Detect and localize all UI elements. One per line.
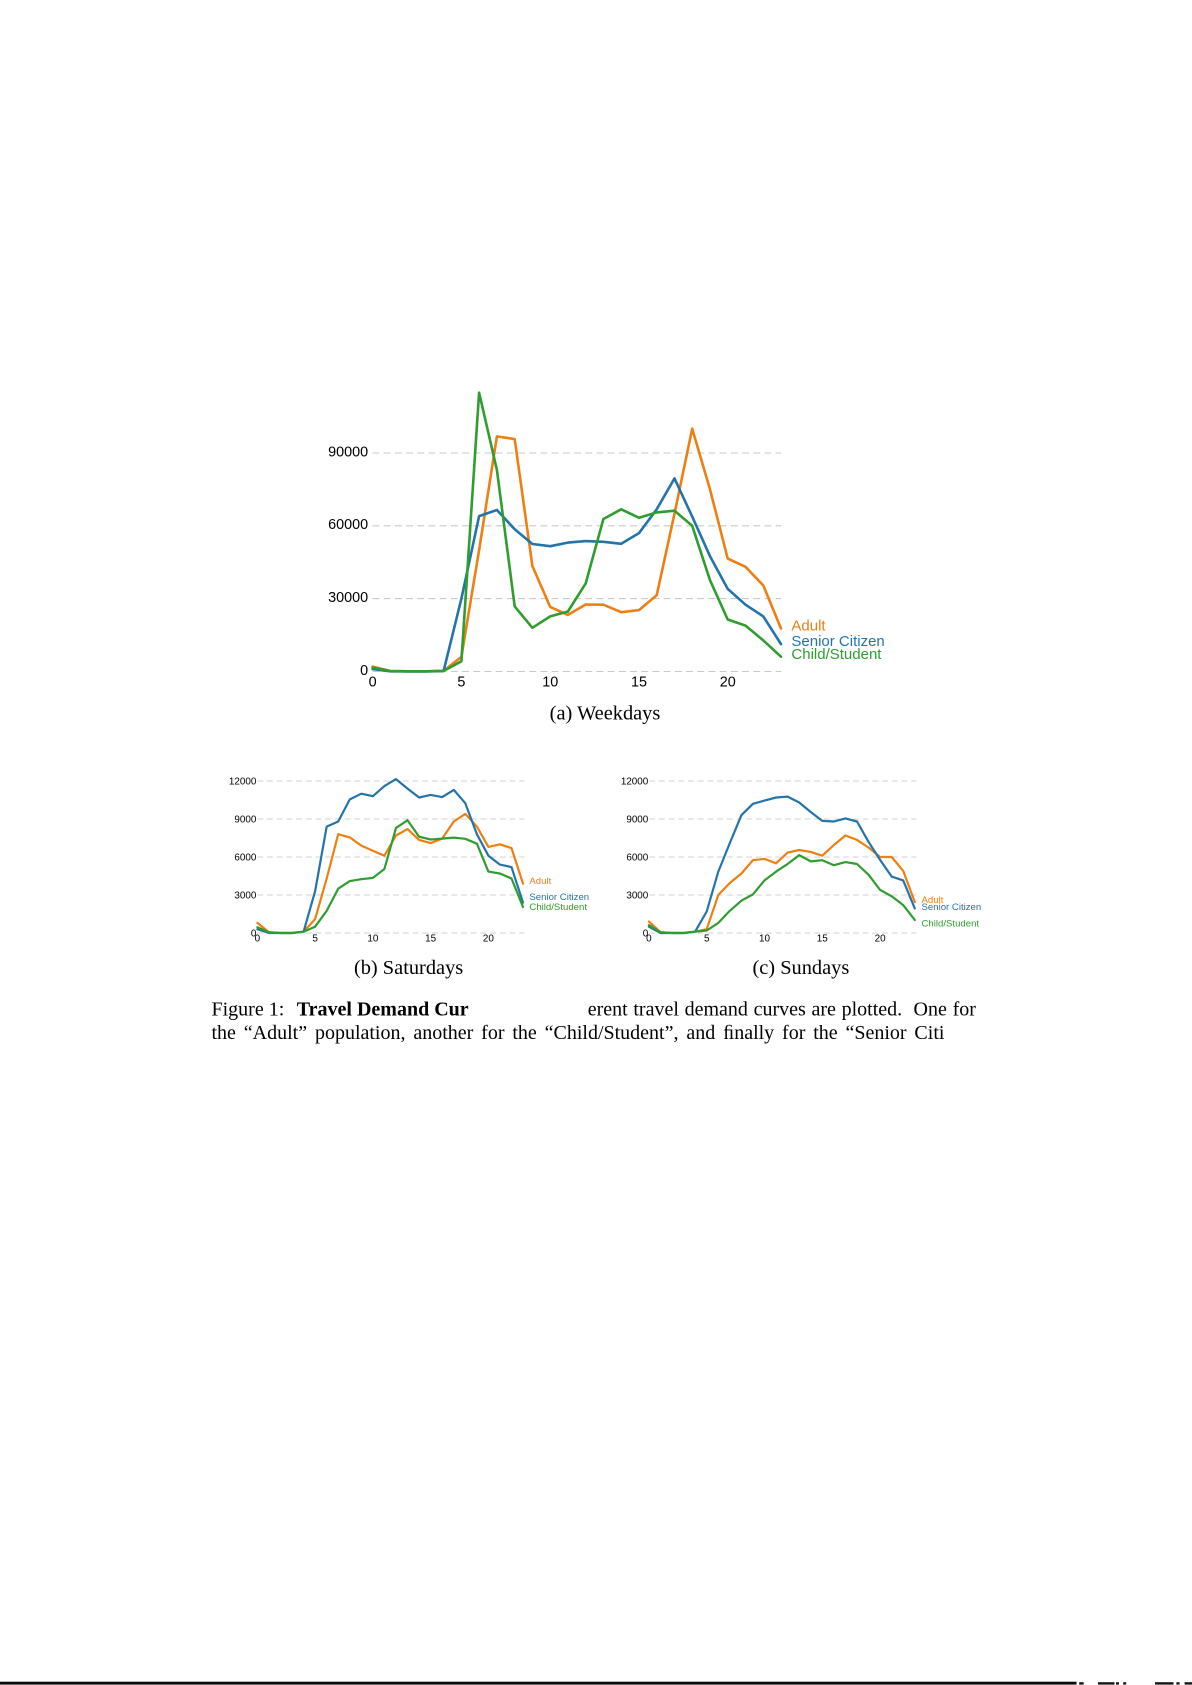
svg-text:0: 0 [251,929,257,940]
svg-text:the “Adult” population, anothe: the “Adult” population, another for the … [212,1022,945,1044]
svg-text:5: 5 [704,934,710,945]
svg-text:30000: 30000 [328,590,368,606]
svg-text:3000: 3000 [626,891,648,902]
svg-text:0: 0 [643,929,649,940]
svg-text:10: 10 [542,675,558,691]
svg-text:20: 20 [483,934,494,945]
svg-text:12000: 12000 [229,777,257,788]
svg-text:9000: 9000 [626,815,648,826]
svg-text:Senior Citizen: Senior Citizen [791,633,884,650]
svg-text:60000: 60000 [328,517,368,533]
svg-text:(b) Saturdays: (b) Saturdays [354,957,463,979]
svg-text:20: 20 [875,934,886,945]
svg-text:6000: 6000 [234,853,256,864]
svg-text:10: 10 [759,934,770,945]
svg-text:15: 15 [817,934,828,945]
svg-text:0: 0 [360,663,368,679]
svg-text:5: 5 [312,934,318,945]
svg-text:0: 0 [369,675,377,691]
svg-text:Travel Demand Cur: Travel Demand Cur [297,999,469,1021]
svg-text:Adult: Adult [529,876,551,887]
svg-text:Figure 1:: Figure 1: [212,999,285,1021]
svg-text:erent travel demand curves are: erent travel demand curves are plotted. … [588,999,977,1021]
svg-text:Child/Student: Child/Student [922,919,980,930]
svg-text:Adult: Adult [922,895,944,906]
svg-text:Senior Citizen: Senior Citizen [529,892,589,903]
svg-text:15: 15 [631,675,647,691]
svg-text:5: 5 [457,675,465,691]
svg-text:0: 0 [646,934,652,945]
svg-text:(a) Weekdays: (a) Weekdays [550,703,661,725]
svg-text:Senior Citizen: Senior Citizen [922,902,982,913]
svg-text:10: 10 [367,934,378,945]
svg-text:3000: 3000 [234,891,256,902]
svg-text:90000: 90000 [328,444,368,460]
svg-text:Child/Student: Child/Student [529,902,587,913]
svg-text:(c) Sundays: (c) Sundays [752,957,849,979]
svg-text:0: 0 [255,934,261,945]
svg-text:9000: 9000 [234,815,256,826]
svg-text:12000: 12000 [621,777,649,788]
svg-text:6000: 6000 [626,853,648,864]
svg-text:15: 15 [425,934,436,945]
svg-text:20: 20 [720,675,736,691]
svg-text:Child/Student: Child/Student [791,646,882,663]
svg-text:Adult: Adult [791,618,826,635]
